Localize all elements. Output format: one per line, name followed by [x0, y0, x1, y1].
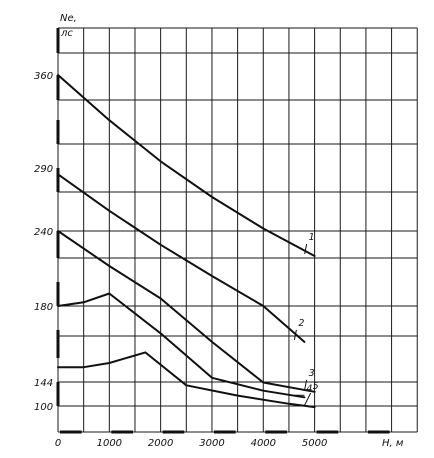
series-line-3	[57, 230, 316, 393]
series-label-3: 3	[309, 368, 315, 379]
y-tick-label: 290	[34, 164, 53, 175]
x-axis-title: H, м	[382, 438, 404, 449]
series-leader-2	[293, 329, 297, 340]
series-line-4	[57, 292, 306, 399]
x-tick-label: 3000	[199, 438, 224, 449]
y-tick-label: 180	[34, 302, 53, 313]
x-tick-label: 0	[55, 438, 61, 449]
series	[57, 74, 316, 409]
x-tick-label: 1000	[97, 438, 122, 449]
series-leader-5	[304, 392, 312, 406]
series-leader-1	[304, 243, 308, 255]
series-label-5: 5	[313, 381, 319, 392]
series-label-4: 4	[306, 383, 312, 394]
y-tick-label: 360	[34, 71, 53, 82]
y-axis-title-line2: лс	[60, 28, 73, 39]
x-tick-label: 2000	[148, 438, 173, 449]
x-tick-label: 5000	[302, 438, 327, 449]
y-tick-label: 100	[34, 402, 53, 413]
tick-labels: 100 144 180 240 290 360 0 1000 2000 3000 4000 5000	[34, 71, 327, 449]
y-tick-label: 240	[34, 227, 53, 238]
series-label-1: 1	[309, 232, 315, 243]
series-line-1	[57, 74, 316, 257]
x-tick-label: 4000	[251, 438, 276, 449]
series-line-5	[57, 351, 316, 409]
grid	[57, 27, 418, 433]
series-label-2: 2	[298, 318, 304, 329]
series-leader-3	[304, 379, 308, 390]
series-labels: 1 2 3 4 5	[293, 232, 319, 406]
y-axis-title-line1: Ne,	[60, 13, 77, 24]
y-tick-label: 144	[34, 378, 53, 389]
series-line-2	[57, 173, 306, 343]
axes	[56, 28, 390, 434]
